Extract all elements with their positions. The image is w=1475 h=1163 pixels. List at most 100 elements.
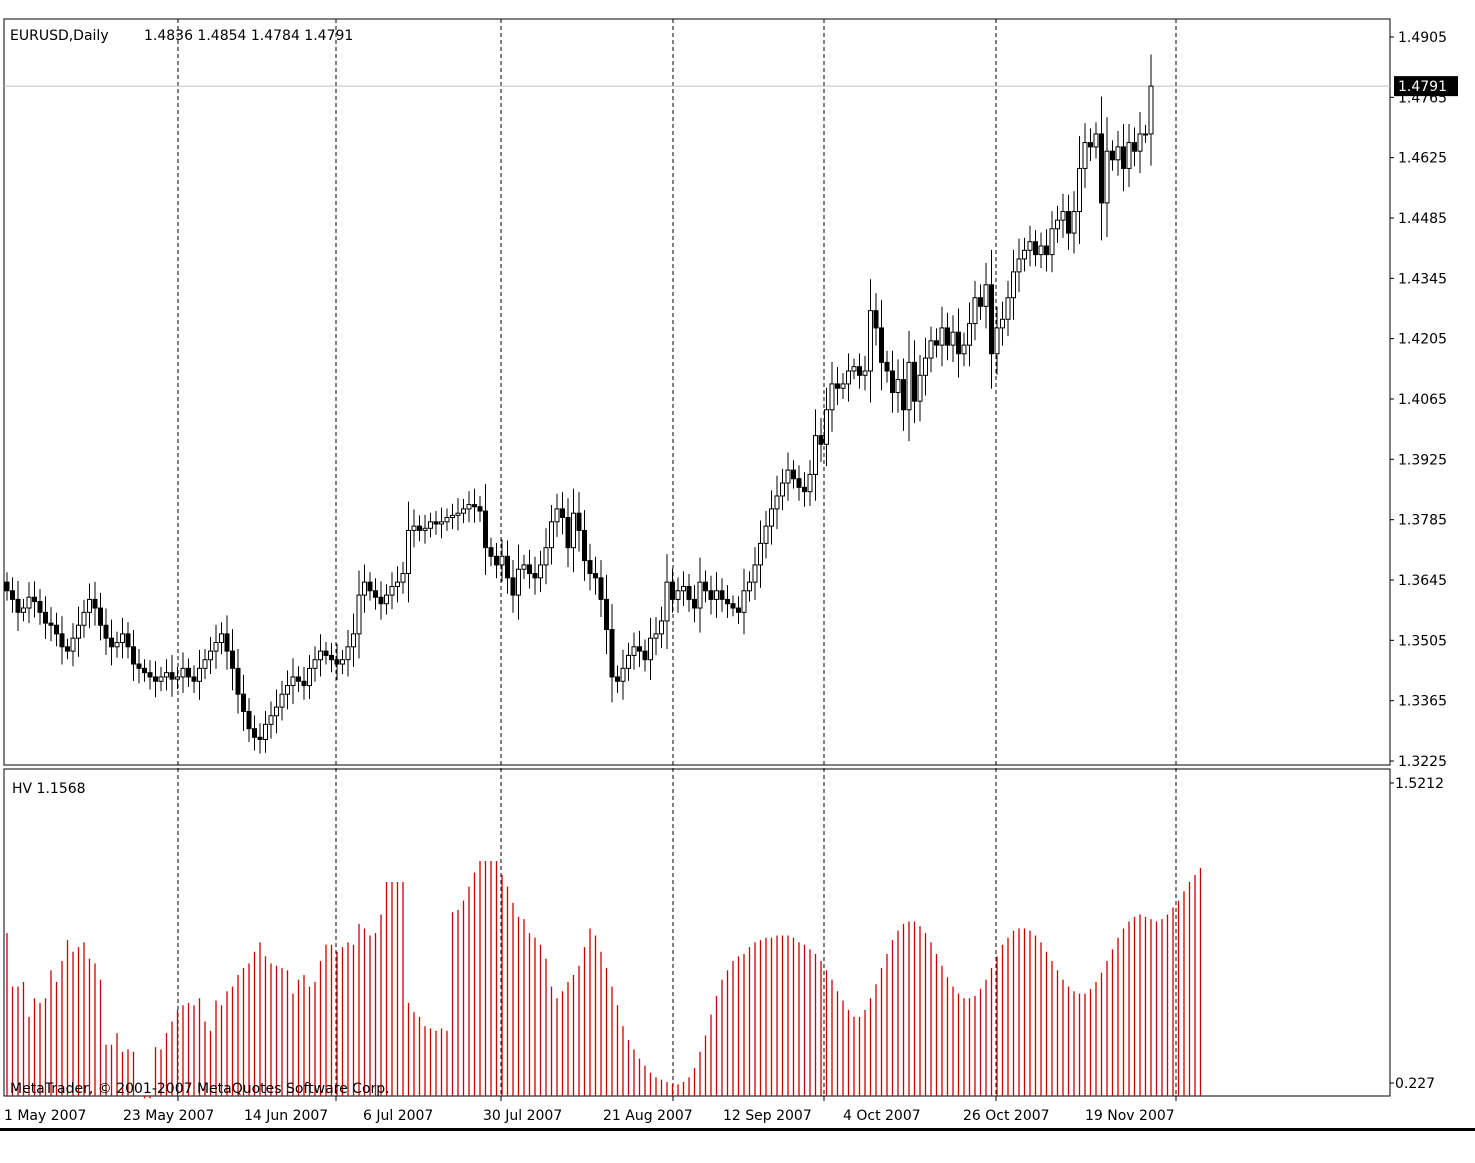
candle-body bbox=[796, 478, 802, 488]
candle-body bbox=[1143, 133, 1148, 136]
candle-body bbox=[972, 297, 978, 325]
candle-body bbox=[653, 633, 659, 639]
candle-body bbox=[719, 590, 725, 600]
candle-body bbox=[153, 676, 158, 682]
candle-body bbox=[1049, 228, 1055, 256]
candle-body bbox=[208, 650, 213, 661]
candle-body bbox=[598, 577, 604, 600]
window-bottom-border bbox=[0, 1128, 1475, 1131]
candle-body bbox=[455, 512, 461, 516]
candle-body bbox=[890, 370, 895, 394]
time-tick-label: 1 May 2007 bbox=[4, 1108, 86, 1124]
candle-body bbox=[1104, 150, 1110, 204]
candle-body bbox=[400, 573, 406, 583]
candle-body bbox=[241, 693, 246, 712]
candle-body bbox=[703, 581, 708, 592]
candle-body bbox=[961, 344, 967, 355]
indicator-label: HV 1.1568 bbox=[12, 781, 86, 797]
candle-body bbox=[147, 672, 153, 678]
candle-body bbox=[263, 723, 268, 740]
candle-body bbox=[76, 624, 81, 639]
candle-body bbox=[4, 581, 10, 592]
candle-body bbox=[725, 598, 730, 605]
candle-body bbox=[714, 590, 719, 600]
price-tick-label: 1.3925 bbox=[1398, 452, 1447, 468]
candle-body bbox=[483, 510, 488, 549]
candle-body bbox=[1016, 258, 1022, 273]
price-axis: 1.49051.47651.46251.44851.43451.42051.40… bbox=[1390, 30, 1447, 770]
candle-body bbox=[1115, 146, 1121, 161]
copyright-label: MetaTrader, © 2001-2007 MetaQuotes Softw… bbox=[10, 1081, 390, 1097]
candle-body bbox=[571, 512, 576, 549]
candle-body bbox=[846, 370, 851, 385]
candle-body bbox=[670, 581, 675, 600]
candle-body bbox=[994, 327, 1000, 355]
time-tick-label: 19 Nov 2007 bbox=[1085, 1108, 1175, 1124]
candle-body bbox=[1088, 142, 1093, 148]
candle-body bbox=[758, 542, 763, 566]
candle-body bbox=[538, 564, 543, 579]
candle-body bbox=[477, 506, 483, 512]
candle-body bbox=[1033, 241, 1038, 256]
candle-body bbox=[202, 659, 208, 669]
time-tick-label: 26 Oct 2007 bbox=[963, 1108, 1050, 1124]
candle-body bbox=[1055, 219, 1060, 230]
candle-body bbox=[411, 525, 417, 531]
candle-body bbox=[1126, 142, 1132, 169]
candle-body bbox=[516, 568, 521, 596]
candle-body bbox=[257, 736, 263, 740]
candle-body bbox=[48, 622, 54, 626]
candle-body bbox=[197, 667, 202, 682]
candle-body bbox=[527, 564, 532, 575]
candle-body bbox=[769, 508, 774, 527]
candle-body bbox=[384, 594, 389, 605]
vertical-grid bbox=[177, 19, 1177, 1096]
candle-body bbox=[230, 650, 235, 669]
candle-body bbox=[120, 633, 125, 643]
time-tick-label: 30 Jul 2007 bbox=[483, 1108, 562, 1124]
candle-body bbox=[1044, 245, 1049, 256]
candle-body bbox=[367, 581, 373, 592]
candle-body bbox=[664, 581, 670, 622]
price-tick-label: 1.4065 bbox=[1398, 392, 1447, 408]
candle-body bbox=[983, 284, 989, 307]
candle-body bbox=[43, 611, 48, 624]
candle-body bbox=[824, 409, 829, 445]
candle-body bbox=[345, 646, 351, 661]
candle-body bbox=[32, 596, 37, 603]
candle-body bbox=[791, 469, 796, 480]
candle-body bbox=[862, 370, 868, 376]
candle-body bbox=[1011, 271, 1016, 299]
candle-body bbox=[912, 361, 917, 402]
candle-body bbox=[274, 706, 279, 717]
candle-body bbox=[730, 603, 736, 609]
candle-body bbox=[1137, 133, 1143, 152]
candle-body bbox=[499, 555, 505, 566]
candle-body bbox=[142, 667, 147, 674]
candle-body bbox=[840, 383, 846, 389]
candle-body bbox=[1005, 297, 1011, 320]
candle-body bbox=[928, 340, 934, 359]
hv-histogram bbox=[6, 861, 1202, 1099]
candle-body bbox=[186, 667, 191, 678]
price-tick-label: 1.3225 bbox=[1398, 754, 1447, 770]
candle-body bbox=[917, 374, 923, 402]
candle-body bbox=[934, 340, 939, 346]
candle-body bbox=[131, 646, 136, 665]
candle-body bbox=[103, 624, 109, 639]
candle-body bbox=[472, 504, 477, 508]
ohlc-readout: 1.4836 1.4854 1.4784 1.4791 bbox=[144, 28, 353, 44]
candle-body bbox=[158, 676, 164, 682]
candle-body bbox=[169, 672, 175, 680]
time-tick-label: 14 Jun 2007 bbox=[244, 1108, 328, 1124]
candle-body bbox=[164, 672, 169, 678]
candle-body bbox=[752, 564, 758, 583]
candle-body bbox=[505, 555, 510, 579]
candle-body bbox=[1077, 167, 1082, 213]
candle-body bbox=[802, 486, 807, 493]
time-tick-label: 4 Oct 2007 bbox=[843, 1108, 921, 1124]
candle-body bbox=[785, 469, 791, 484]
candle-body bbox=[543, 547, 549, 566]
candle-body bbox=[807, 473, 813, 493]
candle-body bbox=[81, 611, 87, 626]
